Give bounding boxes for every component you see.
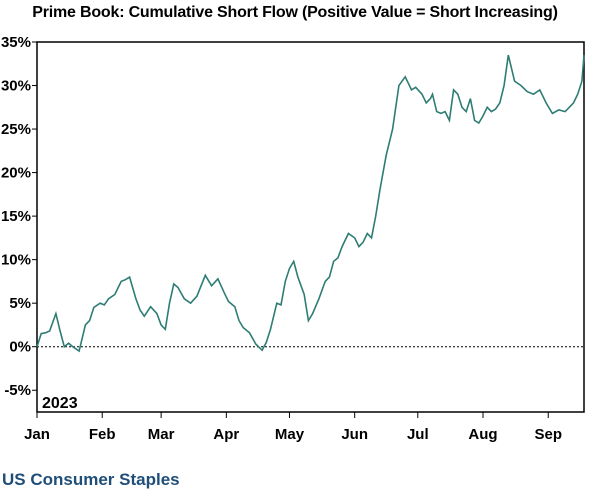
footer-label: US Consumer Staples	[2, 470, 180, 489]
x-tick-label: May	[275, 426, 305, 443]
y-tick-label: 20%	[1, 165, 31, 182]
chart-title: Prime Book: Cumulative Short Flow (Posit…	[32, 4, 558, 21]
x-tick-label: Jun	[341, 426, 368, 443]
y-tick-label: 0%	[9, 339, 31, 356]
y-tick-label: 15%	[1, 208, 31, 225]
y-axis: -5% 0% 5% 10% 15% 20% 25% 30% 35%	[1, 34, 37, 399]
series-line	[36, 54, 585, 353]
x-tick-label: Jan	[24, 426, 50, 443]
y-tick-label: 35%	[1, 34, 31, 51]
y-tick-label: -5%	[4, 382, 31, 399]
y-tick-label: 5%	[9, 295, 31, 312]
year-label: 2023	[42, 395, 78, 412]
x-tick-label: Apr	[213, 426, 239, 443]
y-tick-label: 10%	[1, 252, 31, 269]
x-tick-label: Sep	[534, 426, 562, 443]
x-tick-label: Aug	[468, 426, 497, 443]
x-tick-label: Jul	[407, 426, 429, 443]
plot-frame	[36, 41, 585, 413]
x-axis: Jan Feb Mar Apr May Jun Jul Aug Sep	[24, 412, 562, 443]
x-tick-label: Mar	[148, 426, 175, 443]
y-tick-label: 25%	[1, 121, 31, 138]
y-tick-label: 30%	[1, 78, 31, 95]
x-tick-label: Feb	[89, 426, 116, 443]
